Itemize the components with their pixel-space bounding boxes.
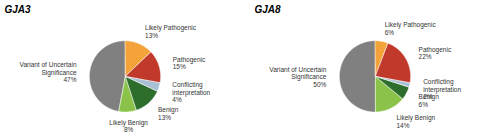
- svg-text:Likely Benign14%: Likely Benign14%: [396, 114, 435, 128]
- svg-text:Likely Pathogenic6%: Likely Pathogenic6%: [385, 21, 437, 35]
- svg-text:Pathogenic22%: Pathogenic22%: [419, 46, 452, 60]
- svg-text:Benign6%: Benign6%: [419, 93, 440, 107]
- svg-text:Likely Benign8%: Likely Benign8%: [109, 119, 148, 133]
- svg-text:GJA3: GJA3: [5, 4, 32, 15]
- svg-text:Likely Pathogenic13%: Likely Pathogenic13%: [145, 24, 197, 38]
- svg-text:Benign13%: Benign13%: [158, 106, 179, 120]
- svg-text:GJA8: GJA8: [255, 4, 282, 15]
- svg-text:Pathogenic15%: Pathogenic15%: [173, 56, 206, 70]
- svg-text:Conflictinginterpretation4%: Conflictinginterpretation4%: [172, 81, 210, 103]
- svg-text:Variant of UncertainSignifican: Variant of UncertainSignificance47%: [20, 61, 77, 83]
- svg-text:Variant of UncertainSignifican: Variant of UncertainSignificance50%: [269, 66, 326, 88]
